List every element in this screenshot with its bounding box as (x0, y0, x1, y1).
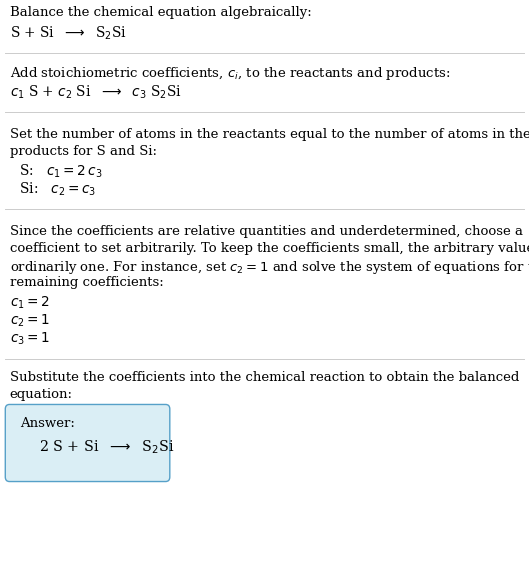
Text: $c_3 = 1$: $c_3 = 1$ (10, 331, 50, 348)
Text: $c_2 = 1$: $c_2 = 1$ (10, 313, 50, 329)
Text: 2 S + Si  $\longrightarrow$  S$_2$Si: 2 S + Si $\longrightarrow$ S$_2$Si (39, 439, 174, 456)
Text: Balance the chemical equation algebraically:: Balance the chemical equation algebraica… (10, 6, 311, 19)
Text: remaining coefficients:: remaining coefficients: (10, 276, 163, 289)
FancyBboxPatch shape (5, 404, 170, 481)
Text: products for S and Si:: products for S and Si: (10, 145, 157, 158)
Text: Answer:: Answer: (20, 417, 75, 430)
Text: $c_1 = 2$: $c_1 = 2$ (10, 295, 49, 311)
Text: Since the coefficients are relative quantities and underdetermined, choose a: Since the coefficients are relative quan… (10, 225, 523, 238)
Text: coefficient to set arbitrarily. To keep the coefficients small, the arbitrary va: coefficient to set arbitrarily. To keep … (10, 242, 529, 255)
Text: Add stoichiometric coefficients, $c_i$, to the reactants and products:: Add stoichiometric coefficients, $c_i$, … (10, 65, 450, 82)
Text: ordinarily one. For instance, set $c_2 = 1$ and solve the system of equations fo: ordinarily one. For instance, set $c_2 =… (10, 259, 529, 276)
Text: Si:   $c_2 = c_3$: Si: $c_2 = c_3$ (15, 181, 96, 198)
Text: Substitute the coefficients into the chemical reaction to obtain the balanced: Substitute the coefficients into the che… (10, 371, 519, 384)
Text: Set the number of atoms in the reactants equal to the number of atoms in the: Set the number of atoms in the reactants… (10, 128, 529, 141)
Text: S:   $c_1 = 2\,c_3$: S: $c_1 = 2\,c_3$ (15, 163, 103, 180)
Text: equation:: equation: (10, 388, 72, 401)
Text: $c_1$ S + $c_2$ Si  $\longrightarrow$  $c_3$ S$_2$Si: $c_1$ S + $c_2$ Si $\longrightarrow$ $c_… (10, 84, 181, 101)
Text: S + Si  $\longrightarrow$  S$_2$Si: S + Si $\longrightarrow$ S$_2$Si (10, 25, 126, 43)
